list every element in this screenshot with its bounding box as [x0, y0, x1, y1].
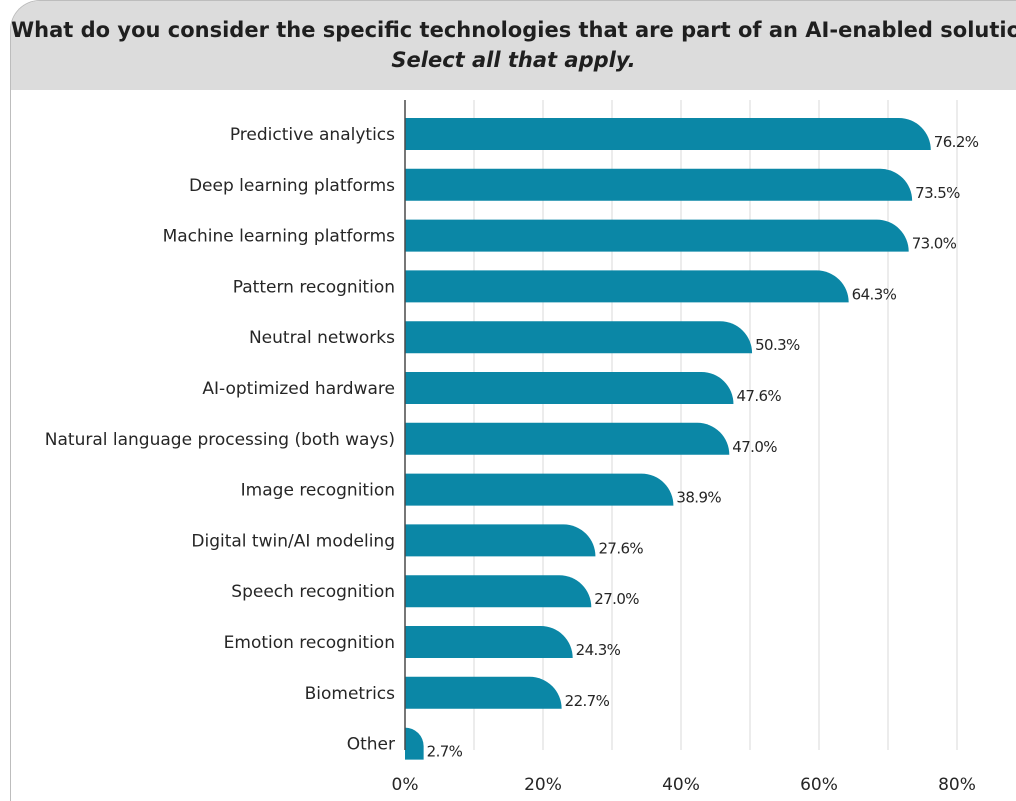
- value-label: 50.3%: [755, 336, 800, 354]
- value-label: 73.0%: [912, 235, 957, 253]
- category-label: Pattern recognition: [233, 277, 395, 297]
- value-label: 73.5%: [915, 184, 960, 202]
- category-label: Natural language processing (both ways): [45, 430, 395, 450]
- bar: [405, 575, 592, 608]
- value-label: 47.6%: [736, 387, 781, 405]
- chart-header: What do you consider the specific techno…: [11, 1, 1016, 90]
- value-label: 2.7%: [427, 743, 463, 761]
- bar: [405, 270, 849, 303]
- value-label: 24.3%: [576, 641, 621, 659]
- category-label: Deep learning platforms: [189, 176, 395, 196]
- bar: [405, 676, 562, 709]
- value-label: 47.0%: [732, 438, 777, 456]
- value-label: 27.0%: [594, 590, 639, 608]
- bar: [405, 321, 753, 354]
- bar: [405, 372, 734, 404]
- category-label: Digital twin/AI modeling: [191, 531, 395, 551]
- category-label: Speech recognition: [231, 582, 395, 602]
- category-label: Neutral networks: [249, 328, 395, 348]
- value-label: 22.7%: [565, 692, 610, 710]
- bar: [405, 168, 913, 201]
- category-label: Machine learning platforms: [163, 227, 396, 247]
- value-label: 64.3%: [852, 285, 897, 303]
- category-label: Predictive analytics: [230, 125, 395, 145]
- x-tick-label: 80%: [938, 775, 976, 795]
- value-label: 38.9%: [676, 489, 721, 507]
- category-label: Image recognition: [241, 481, 395, 501]
- x-tick-label: 20%: [524, 775, 562, 795]
- x-tick-label: 60%: [800, 775, 838, 795]
- category-label: Emotion recognition: [224, 633, 395, 653]
- bar: [405, 727, 424, 760]
- chart-subtitle: Select all that apply.: [391, 48, 636, 72]
- category-label: Biometrics: [305, 684, 396, 704]
- bar: [405, 118, 931, 150]
- category-label: AI-optimized hardware: [202, 379, 395, 399]
- bar: [405, 422, 730, 455]
- value-label: 76.2%: [934, 133, 979, 151]
- chart-title: What do you consider the specific techno…: [11, 18, 1016, 42]
- bar: [405, 524, 596, 557]
- category-label: Other: [347, 735, 395, 755]
- bar: [405, 473, 674, 506]
- bar: [405, 626, 573, 658]
- x-tick-label: 0%: [392, 775, 419, 795]
- bar: [405, 219, 909, 252]
- x-tick-label: 40%: [662, 775, 700, 795]
- value-label: 27.6%: [598, 539, 643, 557]
